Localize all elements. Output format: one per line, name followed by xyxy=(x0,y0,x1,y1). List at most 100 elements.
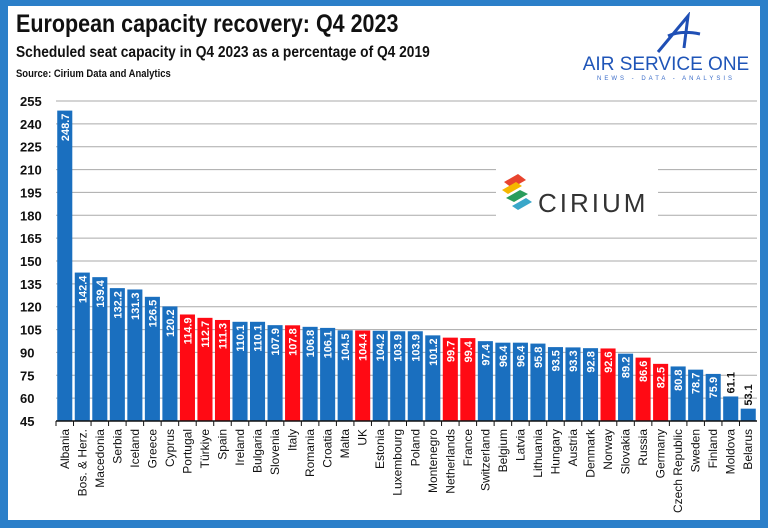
cirium-logo: CIRIUM xyxy=(496,160,658,220)
y-tick-label: 120 xyxy=(20,300,42,315)
bar-netherlands xyxy=(442,337,458,421)
bar-t-rkiye xyxy=(197,317,213,421)
bar-belgium xyxy=(495,342,511,421)
x-tick-label: Finland xyxy=(706,429,720,468)
data-label: 61.1 xyxy=(726,372,738,393)
bar-montenegro xyxy=(425,335,441,421)
data-label: 92.6 xyxy=(603,351,615,372)
data-label: 104.5 xyxy=(340,333,352,361)
y-tick-label: 105 xyxy=(20,323,42,338)
x-tick-label: Türkiye xyxy=(198,429,212,469)
data-label: 89.2 xyxy=(621,357,633,378)
bar-slovenia xyxy=(267,325,283,421)
data-label: 111.3 xyxy=(217,323,229,349)
x-tick-label: Germany xyxy=(654,429,668,478)
data-label: 99.4 xyxy=(463,340,475,362)
data-label: 114.9 xyxy=(182,317,194,344)
y-tick-label: 240 xyxy=(20,117,42,132)
data-label: 107.9 xyxy=(270,328,282,356)
data-label: 78.7 xyxy=(691,373,703,394)
y-tick-label: 180 xyxy=(20,208,42,223)
data-label: 110.1 xyxy=(235,325,247,352)
data-label: 106.8 xyxy=(305,330,317,358)
bar-czech-republic xyxy=(670,366,686,421)
x-tick-label: Moldova xyxy=(724,429,738,475)
bar-germany xyxy=(653,363,669,421)
x-tick-label: UK xyxy=(356,429,370,446)
bar-denmark xyxy=(582,348,599,421)
bar-albania xyxy=(57,110,73,421)
bar-bulgaria xyxy=(250,321,266,421)
data-label: 131.3 xyxy=(130,292,142,320)
cirium-mark-icon xyxy=(502,174,532,210)
x-tick-label: Spain xyxy=(215,429,229,460)
data-label: 53.1 xyxy=(743,384,755,405)
x-tick-label: Netherlands xyxy=(443,429,457,494)
x-tick-label: Belarus xyxy=(741,429,755,470)
x-tick-label: Poland xyxy=(408,429,422,466)
data-label: 142.4 xyxy=(77,275,89,303)
data-label: 96.4 xyxy=(498,345,510,367)
y-tick-label: 135 xyxy=(20,277,42,292)
y-tick-label: 195 xyxy=(20,185,42,200)
data-label: 101.2 xyxy=(428,338,440,366)
x-tick-label: Estonia xyxy=(373,429,387,469)
bar-portugal xyxy=(179,314,195,421)
bar-macedonia xyxy=(92,277,108,421)
bar-moldova xyxy=(723,396,739,421)
y-tick-label: 165 xyxy=(20,231,42,246)
bar-spain xyxy=(214,319,231,421)
x-tick-label: Czech Republic xyxy=(671,429,685,513)
bar-greece xyxy=(144,296,160,421)
x-tick-label: Slovakia xyxy=(619,429,633,475)
bar-ireland xyxy=(232,321,248,421)
x-tick-label: Slovenia xyxy=(268,429,282,475)
x-tick-label: Italy xyxy=(286,429,300,451)
bar-estonia xyxy=(372,330,388,421)
bar-switzerland xyxy=(477,341,493,421)
x-tick-label: Iceland xyxy=(128,429,142,468)
data-label: 139.4 xyxy=(95,279,107,307)
data-label: 82.5 xyxy=(656,367,668,388)
aso-logo-tagline: NEWS - DATA - ANALYSIS xyxy=(596,76,735,82)
bar-latvia xyxy=(512,342,528,421)
data-label: 97.4 xyxy=(480,343,492,365)
data-label: 106.1 xyxy=(323,331,335,359)
cirium-logo-text: CIRIUM xyxy=(538,188,649,218)
x-tick-label: Romania xyxy=(303,429,317,477)
bar-luxembourg xyxy=(390,331,406,421)
x-tick-label: Montenegro xyxy=(426,429,440,493)
data-label: 96.4 xyxy=(515,345,527,367)
data-label: 112.7 xyxy=(200,321,212,348)
x-tick-label: Norway xyxy=(601,429,615,470)
x-tick-label: Switzerland xyxy=(478,429,492,491)
x-tick-label: Cyprus xyxy=(163,429,177,467)
bar-russia xyxy=(635,357,651,421)
x-tick-label: Ireland xyxy=(233,429,247,466)
chart-panel: European capacity recovery: Q4 2023 Sche… xyxy=(8,6,760,520)
air-service-one-logo: AIR SERVICE ONE NEWS - DATA - ANALYSIS xyxy=(576,12,756,92)
x-tick-label: Bos. & Herz. xyxy=(75,429,89,496)
y-tick-label: 60 xyxy=(20,391,34,406)
data-label: 86.6 xyxy=(638,361,650,382)
data-label: 248.7 xyxy=(60,114,72,142)
bar-belarus xyxy=(740,408,756,421)
data-label: 95.8 xyxy=(533,347,545,368)
x-tick-label: Luxembourg xyxy=(391,429,405,496)
data-label: 80.8 xyxy=(673,369,685,390)
data-label: 110.1 xyxy=(253,325,265,352)
bar-poland xyxy=(407,331,423,421)
x-tick-label: Denmark xyxy=(584,428,598,478)
x-tick-label: Sweden xyxy=(689,429,703,472)
bar-cyprus xyxy=(162,306,178,421)
data-label: 120.2 xyxy=(165,309,177,337)
x-tick-label: Lithuania xyxy=(531,429,545,478)
x-tick-label: Bulgaria xyxy=(251,429,265,473)
x-tick-label: Portugal xyxy=(180,429,194,474)
x-tick-label: Russia xyxy=(636,429,650,466)
x-tick-label: Latvia xyxy=(513,429,527,461)
x-tick-label: France xyxy=(461,429,475,467)
bar-uk xyxy=(355,330,371,421)
y-tick-label: 225 xyxy=(20,140,42,155)
